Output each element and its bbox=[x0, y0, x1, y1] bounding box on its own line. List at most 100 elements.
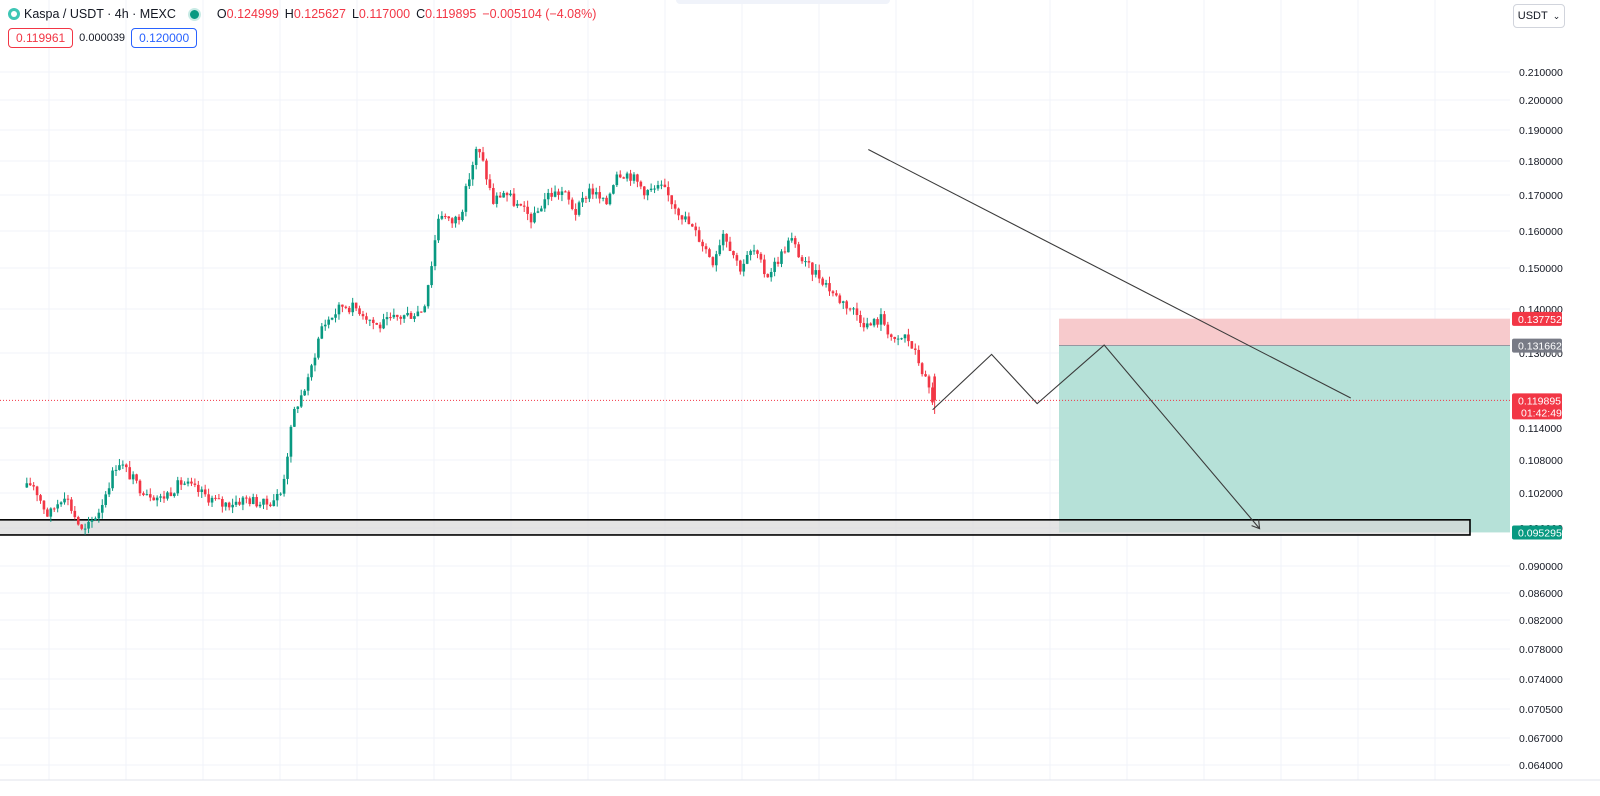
candle-body bbox=[481, 152, 485, 161]
candle-body bbox=[63, 498, 66, 503]
candle-body bbox=[454, 216, 457, 224]
candle-body bbox=[361, 314, 365, 317]
market-status-icon[interactable] bbox=[187, 7, 201, 21]
candle-body bbox=[248, 498, 252, 505]
candle-body bbox=[227, 502, 231, 508]
candle-body bbox=[814, 270, 818, 275]
candle-body bbox=[543, 199, 547, 209]
candle-body bbox=[776, 261, 780, 264]
candle-body bbox=[519, 203, 523, 206]
candle-body bbox=[759, 253, 763, 260]
candle-body bbox=[653, 188, 656, 190]
candle-body bbox=[680, 215, 684, 220]
candle-body bbox=[83, 528, 87, 530]
candle-body bbox=[70, 499, 73, 511]
price-axis-tick-label: 0.190000 bbox=[1519, 125, 1563, 137]
chart-legend: Kaspa / USDT · 4h · MEXC O 0.124999 H 0.12… bbox=[8, 5, 596, 23]
price-axis-tick-label: 0.064000 bbox=[1519, 760, 1563, 772]
candle-body bbox=[87, 521, 90, 529]
candle-body bbox=[389, 317, 392, 319]
candle-body bbox=[59, 502, 63, 505]
candle-body bbox=[289, 426, 293, 457]
candle-body bbox=[924, 374, 927, 377]
candle-body bbox=[636, 174, 639, 182]
candle-body bbox=[203, 489, 207, 495]
candle-body bbox=[855, 308, 859, 316]
candle-body bbox=[931, 387, 934, 403]
candle-body bbox=[409, 312, 413, 319]
candle-body bbox=[39, 495, 42, 501]
candle-body bbox=[131, 474, 135, 480]
candle-body bbox=[258, 504, 262, 507]
candle-body bbox=[927, 376, 931, 388]
candle-body bbox=[221, 499, 224, 507]
projection-path[interactable] bbox=[932, 344, 1261, 529]
candle-body bbox=[437, 218, 440, 241]
kaspa-logo-icon bbox=[8, 8, 20, 20]
candle-body bbox=[138, 480, 142, 494]
symbol-title[interactable]: Kaspa / USDT · 4h · MEXC bbox=[24, 7, 176, 21]
candle-body bbox=[148, 494, 152, 498]
support-zone[interactable] bbox=[0, 519, 1471, 536]
candle-body bbox=[310, 365, 313, 378]
candle-body bbox=[485, 160, 488, 180]
candle-body bbox=[618, 174, 622, 178]
currency-label: USDT bbox=[1517, 10, 1548, 22]
candle-body bbox=[197, 484, 200, 492]
candle-body bbox=[907, 334, 910, 342]
candle-body bbox=[917, 349, 921, 364]
candle-body bbox=[780, 251, 783, 264]
candle-body bbox=[879, 314, 883, 325]
candle-body bbox=[392, 314, 396, 318]
candle-body bbox=[845, 301, 848, 309]
candle-body bbox=[807, 261, 811, 263]
candle-body bbox=[910, 341, 914, 349]
high-value: 0.125627 bbox=[293, 7, 346, 21]
candle-body bbox=[35, 486, 39, 496]
candle-body bbox=[848, 308, 852, 310]
price-axis-tick-label: 0.067000 bbox=[1519, 733, 1563, 745]
candle-body bbox=[584, 197, 588, 199]
candle-body bbox=[886, 324, 890, 335]
candle-body bbox=[625, 173, 629, 179]
stop-loss-zone[interactable] bbox=[1059, 318, 1510, 346]
price-axis-tick-label: 0.090000 bbox=[1519, 561, 1563, 573]
candle-body bbox=[896, 338, 900, 340]
candle-body bbox=[478, 149, 481, 153]
top-toolbar-handle[interactable] bbox=[676, 0, 890, 4]
candle-body bbox=[471, 164, 475, 180]
candle-body bbox=[540, 208, 543, 212]
take-profit-zone[interactable] bbox=[1059, 345, 1510, 533]
price-marker-label: 0.137752 bbox=[1518, 314, 1562, 326]
candle-body bbox=[529, 213, 533, 223]
candle-body bbox=[327, 319, 330, 325]
candle-body bbox=[334, 314, 337, 318]
low-value: 0.117000 bbox=[358, 7, 411, 21]
candle-body bbox=[564, 191, 567, 193]
risk-reward-zones bbox=[0, 318, 1510, 536]
candle-body bbox=[639, 181, 643, 187]
drawings[interactable] bbox=[868, 149, 1351, 530]
candle-body bbox=[121, 464, 125, 466]
candle-body bbox=[553, 191, 557, 197]
trendline[interactable] bbox=[868, 149, 1351, 399]
candle-body bbox=[505, 192, 509, 196]
price-axis[interactable]: 0.210000 0.200000 0.190000 0.180000 0.170000… bbox=[1512, 67, 1563, 772]
candle-body bbox=[694, 226, 698, 231]
price-axis-tick-label: 0.086000 bbox=[1519, 588, 1563, 600]
candle-body bbox=[176, 480, 180, 494]
candle-body bbox=[787, 240, 790, 253]
buy-price-button[interactable]: 0.120000 bbox=[131, 28, 198, 48]
candle-body bbox=[457, 216, 461, 221]
candle-body bbox=[73, 510, 77, 518]
candle-body bbox=[183, 483, 186, 485]
open-label: O bbox=[216, 7, 227, 21]
candle-body bbox=[869, 323, 872, 326]
sell-price-button[interactable]: 0.119961 bbox=[8, 28, 74, 48]
candle-body bbox=[217, 498, 221, 500]
close-value: 0.119895 bbox=[425, 7, 477, 21]
currency-selector[interactable]: USDT ⌄ bbox=[1513, 4, 1565, 28]
countdown-label: 01:42:49 bbox=[1521, 407, 1562, 419]
candle-body bbox=[104, 494, 107, 505]
